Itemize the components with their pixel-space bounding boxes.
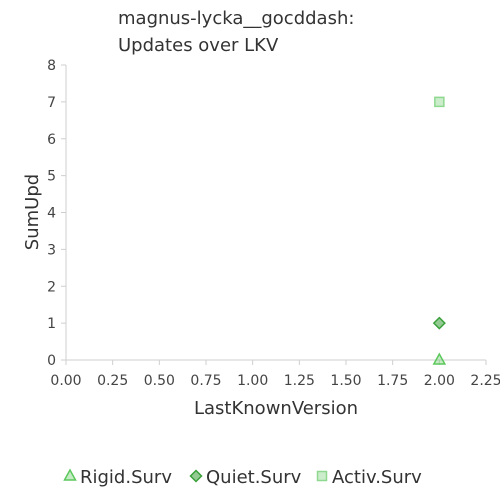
chart-title-line-2: Updates over LKV <box>118 35 279 56</box>
x-tick-label: 1.50 <box>330 373 361 389</box>
x-tick-label: 1.75 <box>377 373 408 389</box>
y-tick-label: 0 <box>47 353 56 369</box>
point-diamond <box>432 316 446 330</box>
x-tick-label: 0.25 <box>97 373 128 389</box>
y-tick-label: 7 <box>47 95 56 111</box>
y-tick-label: 4 <box>47 206 56 222</box>
legend-marker-diamond <box>189 469 203 483</box>
point-triangle <box>432 352 447 365</box>
y-tick-label: 3 <box>47 242 56 258</box>
tick-labels: 0 1 2 3 4 5 6 7 8 0.00 0.25 0.50 0.75 1.00 1.25 1.50 1.7… <box>47 58 500 389</box>
x-tick-label: 1.00 <box>237 373 268 389</box>
axes <box>65 65 486 361</box>
y-tick-label: 6 <box>47 132 56 148</box>
legend-marker-triangle <box>63 468 77 481</box>
x-tick-label: 0.50 <box>144 373 175 389</box>
point-square <box>434 96 445 108</box>
y-axis-label: SumUpd <box>22 174 43 250</box>
legend-label: Activ.Surv <box>332 467 422 488</box>
y-tick-label: 2 <box>47 279 56 295</box>
x-tick-label: 0.75 <box>190 373 221 389</box>
x-tick-label: 2.00 <box>424 373 455 389</box>
legend-label: Rigid.Surv <box>80 467 172 488</box>
legend-label: Quiet.Surv <box>206 467 302 488</box>
legend: Rigid.Surv Quiet.Surv Activ.Surv <box>63 467 422 488</box>
x-tick-label: 2.25 <box>470 373 500 389</box>
x-axis-label: LastKnownVersion <box>194 398 358 419</box>
x-tick-label: 0.00 <box>50 373 81 389</box>
legend-marker-square <box>316 470 328 482</box>
x-tick-label: 1.25 <box>284 373 315 389</box>
y-tick-label: 8 <box>47 58 56 74</box>
chart-title-line-1: magnus-lycka__gocddash: <box>118 8 354 29</box>
y-tick-label: 1 <box>47 316 56 332</box>
y-tick-label: 5 <box>47 169 56 185</box>
data-points <box>432 96 447 365</box>
